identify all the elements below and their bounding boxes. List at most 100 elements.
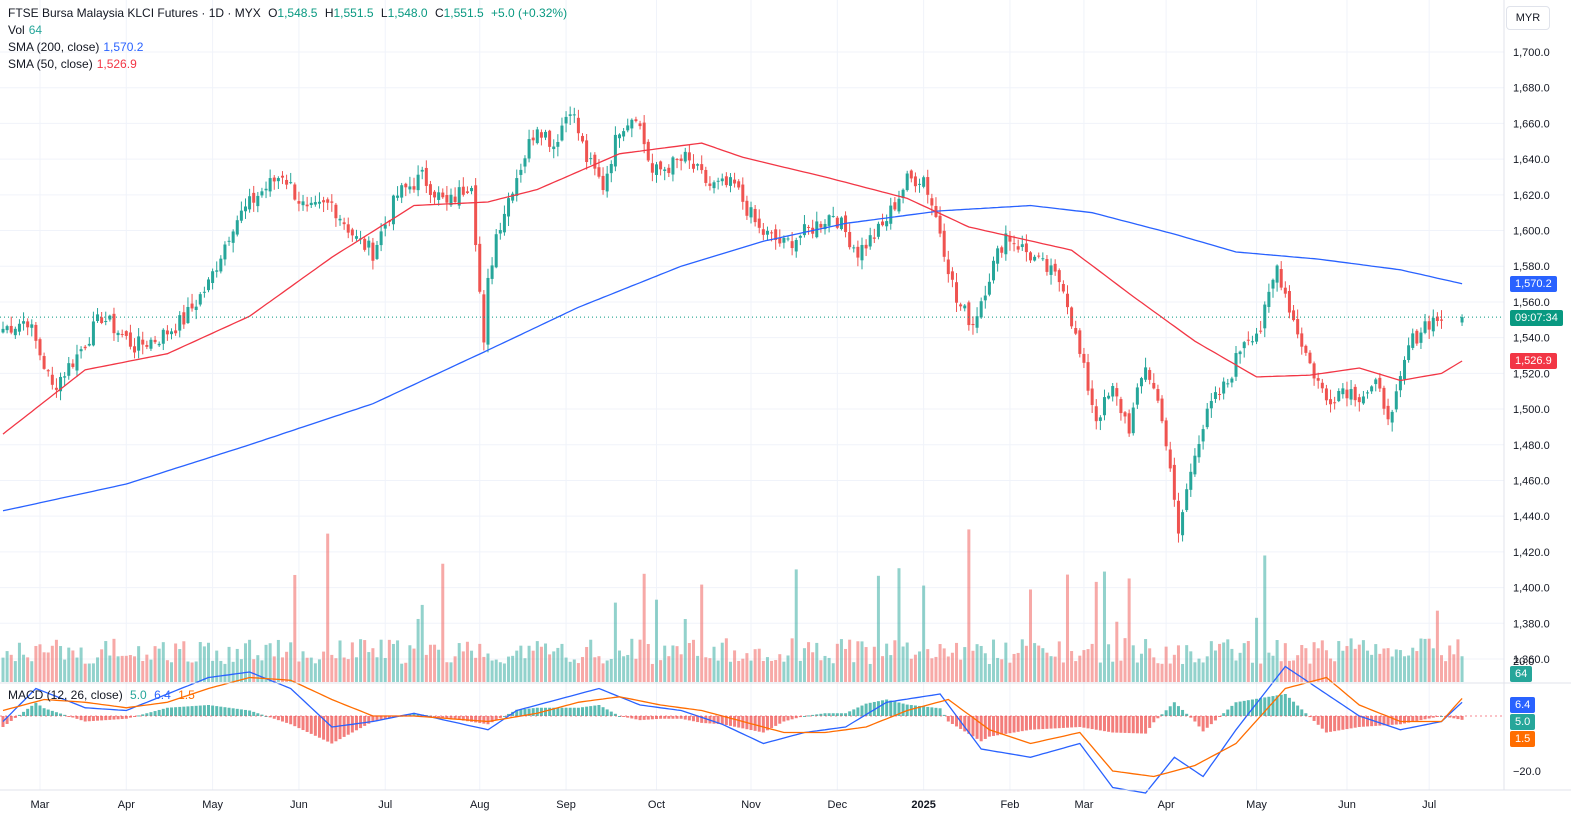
macd-histogram-bar — [507, 713, 511, 716]
macd-histogram-bar — [482, 716, 486, 724]
macd-histogram-bar — [26, 708, 30, 716]
symbol-title[interactable]: FTSE Bursa Malaysia KLCI Futures · 1D · … — [8, 6, 261, 20]
candle-body — [1267, 291, 1271, 307]
time-tick-label: Jun — [1338, 799, 1356, 811]
price-tick-label: 1,420.0 — [1513, 547, 1550, 559]
macd-histogram-bar — [650, 716, 654, 720]
sma200-legend-label: SMA (200, close) — [8, 40, 100, 54]
macd-histogram-bar — [1102, 716, 1106, 732]
candle-body — [1394, 391, 1398, 410]
macd-histogram-bar — [868, 702, 872, 716]
macd-histogram-bar — [728, 716, 732, 726]
volume-bar — [1061, 662, 1065, 682]
macd-histogram-bar — [1329, 716, 1333, 732]
macd-histogram-bar — [30, 705, 34, 716]
currency-button[interactable]: MYR — [1506, 6, 1550, 30]
macd-histogram-bar — [654, 716, 658, 720]
candle-body — [120, 333, 124, 335]
candle-body — [885, 221, 889, 227]
volume-bar — [207, 642, 210, 682]
candle-body — [1176, 500, 1180, 534]
volume-bar — [909, 658, 913, 682]
volume-bar — [1390, 656, 1394, 682]
volume-bar — [700, 584, 704, 682]
macd-histogram-bar — [470, 716, 474, 722]
candle-body — [490, 265, 494, 279]
volume-bar — [1090, 643, 1094, 682]
volume-bar — [317, 659, 321, 682]
price-tick-label: 1,700.0 — [1513, 47, 1550, 59]
macd-histogram-bar — [215, 706, 219, 716]
macd-histogram-bar — [605, 709, 609, 716]
candle-body — [433, 191, 437, 198]
macd-histogram-bar — [317, 716, 321, 738]
candle-body — [589, 158, 593, 160]
volume-bar — [67, 647, 71, 682]
volume-bar — [1382, 648, 1386, 682]
volume-bar — [1427, 638, 1431, 682]
volume-bar — [1403, 656, 1407, 682]
volume-bar — [646, 644, 650, 682]
volume-bar — [753, 649, 757, 682]
volume-bar — [391, 643, 395, 682]
volume-bar — [1398, 650, 1402, 682]
candle-body — [1078, 330, 1082, 354]
volume-bar — [1115, 621, 1119, 682]
macd-histogram-bar — [441, 716, 445, 718]
macd-legend-macd: 5.0 — [130, 688, 147, 702]
macd-histogram-bar — [942, 714, 946, 716]
volume-bar — [630, 638, 634, 682]
candle-body — [1382, 387, 1386, 409]
volume-bar — [1197, 658, 1201, 682]
volume-bar — [1123, 638, 1127, 682]
volume-bar — [178, 649, 182, 682]
candle-body — [1049, 265, 1053, 275]
volume-bar — [992, 639, 996, 682]
macd-histogram-bar — [1008, 716, 1012, 734]
volume-bar — [293, 574, 297, 682]
macd-histogram-bar — [1033, 716, 1037, 730]
volume-bar — [1448, 645, 1452, 682]
volume-bar — [256, 655, 260, 682]
macd-tick-label: −20.0 — [1513, 766, 1541, 778]
volume-bar — [22, 654, 26, 682]
candle-body — [568, 114, 572, 116]
price-tick-label: 1,400.0 — [1513, 583, 1550, 595]
sma50-legend[interactable]: SMA (50, close) 1,526.9 — [8, 56, 141, 73]
volume-legend[interactable]: Vol 64 — [8, 22, 46, 39]
volume-bar — [1094, 581, 1098, 682]
macd-histogram-bar — [1403, 716, 1407, 724]
sma200-legend[interactable]: SMA (200, close) 1,570.2 — [8, 39, 147, 56]
macd-histogram-bar — [170, 707, 174, 716]
macd-histogram-bar — [918, 705, 922, 716]
candle-body — [317, 201, 321, 204]
macd-histogram-bar — [523, 708, 527, 716]
volume-bar — [712, 646, 716, 682]
volume-bar — [346, 659, 350, 682]
volume-bar — [1283, 643, 1287, 682]
candle-body — [182, 312, 186, 325]
candle-body — [1, 328, 5, 333]
candle-body — [778, 237, 782, 244]
macd-histogram-bar — [104, 716, 108, 721]
macd-legend[interactable]: MACD (12, 26, close) 5.0 6.4 1.5 — [8, 687, 199, 704]
macd-histogram-bar — [971, 716, 975, 737]
candle-body — [765, 230, 769, 235]
macd-histogram-bar — [141, 714, 145, 716]
candle-body — [741, 184, 745, 202]
candle-body — [511, 193, 515, 201]
macd-histogram-bar — [889, 700, 893, 716]
volume-bar — [1296, 655, 1300, 682]
macd-histogram-bar — [704, 716, 708, 724]
macd-histogram-bar — [334, 716, 338, 742]
volume-bar — [252, 659, 256, 682]
macd-histogram-bar — [1296, 705, 1300, 716]
volume-bar — [338, 640, 342, 682]
macd-histogram-bar — [1320, 716, 1324, 729]
volume-bar — [765, 657, 769, 682]
macd-histogram-bar — [1427, 716, 1431, 719]
volume-bar — [243, 643, 247, 682]
volume-bar — [400, 663, 404, 682]
macd-histogram-bar — [807, 715, 811, 717]
